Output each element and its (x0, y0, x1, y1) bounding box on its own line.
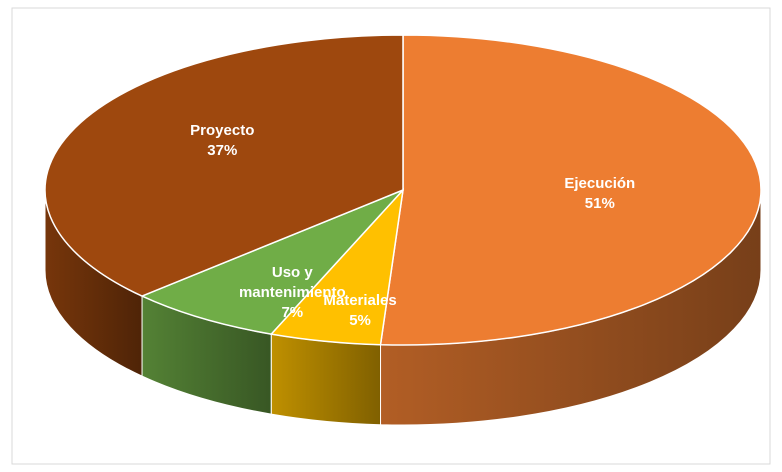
slice-label: Proyecto 37% (157, 121, 287, 161)
pie-slice (44, 34, 404, 297)
slice-label: Uso y mantenimiento 7% (237, 263, 347, 323)
slice-name: Materiales (323, 292, 397, 309)
pie-slice (379, 34, 762, 346)
slice-value: 51% (584, 194, 615, 212)
pie-slice (140, 189, 404, 335)
slice-label: Materiales 5% (295, 291, 425, 331)
slice-value: 5% (349, 312, 371, 329)
slice-name: Proyecto (190, 121, 255, 139)
slice-name: Ejecución (564, 174, 636, 192)
slice-label: Ejecución 51% (535, 174, 665, 214)
slice-value: 37% (207, 141, 238, 159)
pie-side (270, 333, 382, 426)
slice-value: 7% (281, 303, 304, 321)
slice-name: Uso y mantenimiento (238, 263, 346, 301)
